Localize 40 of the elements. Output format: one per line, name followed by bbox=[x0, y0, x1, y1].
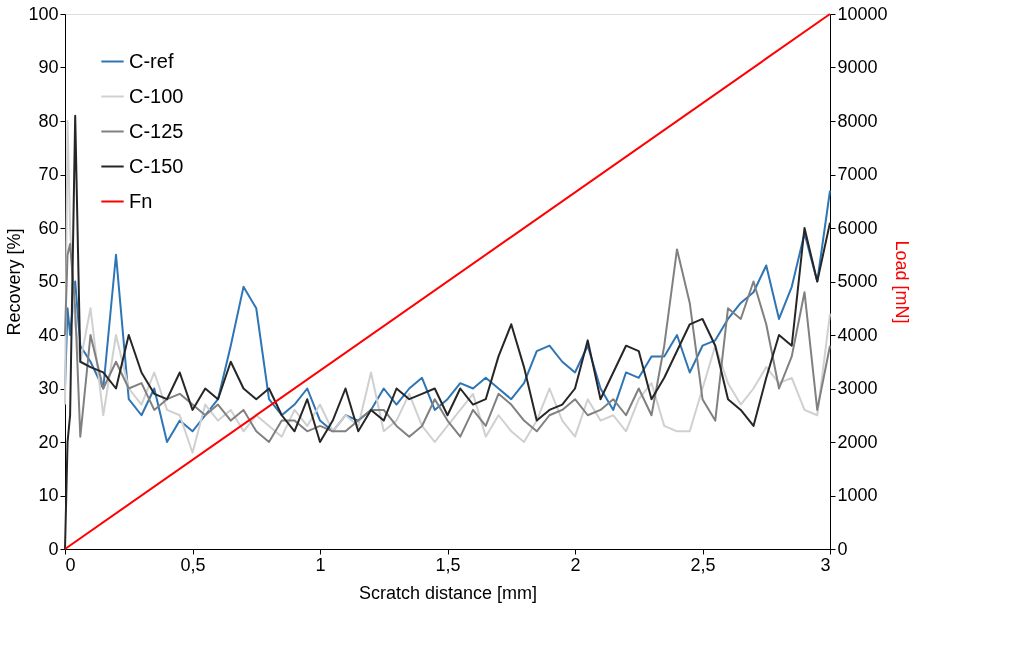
y2-axis-title: Load [mN] bbox=[891, 240, 912, 324]
x-tick-label: 2 bbox=[570, 554, 581, 575]
y2-tick-label: 1000 bbox=[837, 485, 878, 505]
y2-tick-label: 10000 bbox=[837, 3, 888, 24]
y2-tick-label: 5000 bbox=[837, 271, 878, 291]
legend-label: C-150 bbox=[129, 154, 184, 177]
y2-tick-label: 6000 bbox=[837, 217, 878, 238]
legend-label: Fn bbox=[129, 189, 153, 212]
legend-label: C-100 bbox=[129, 84, 184, 107]
line-series bbox=[64, 120, 831, 454]
y2-tick-label: 8000 bbox=[837, 110, 878, 131]
y-tick-label: 100 bbox=[28, 3, 59, 24]
y-tick-label: 80 bbox=[38, 110, 59, 131]
legend-label: C-125 bbox=[129, 119, 184, 142]
y2-tick-label: 3000 bbox=[837, 378, 878, 398]
x-tick-label: 0 bbox=[65, 554, 76, 575]
x-tick-label: 1,5 bbox=[435, 554, 461, 575]
y2-tick-label: 9000 bbox=[837, 57, 878, 77]
y-tick-label: 0 bbox=[48, 538, 59, 559]
x-tick-label: 2,5 bbox=[690, 554, 716, 575]
y2-tick-label: 0 bbox=[837, 538, 848, 559]
y-tick-label: 30 bbox=[38, 378, 59, 398]
y-tick-label: 10 bbox=[38, 485, 59, 505]
y-tick-label: 40 bbox=[38, 324, 59, 345]
y-tick-label: 90 bbox=[38, 57, 59, 77]
y-tick-label: 60 bbox=[38, 217, 59, 238]
y2-tick-label: 2000 bbox=[837, 431, 878, 452]
y-tick-label: 50 bbox=[38, 271, 59, 291]
y-axis-title: Recovery [%] bbox=[4, 228, 25, 336]
y-tick-label: 70 bbox=[38, 164, 59, 184]
y2-tick-label: 7000 bbox=[837, 164, 878, 184]
x-axis-title: Scratch distance [mm] bbox=[358, 582, 538, 603]
line-series bbox=[64, 243, 831, 443]
y2-tick-label: 4000 bbox=[837, 324, 878, 345]
x-tick-label: 1 bbox=[315, 554, 326, 575]
x-tick-label: 3 bbox=[820, 554, 831, 575]
x-tick-label: 0,5 bbox=[180, 554, 206, 575]
legend-label: C-ref bbox=[129, 49, 174, 72]
y-tick-label: 20 bbox=[38, 431, 59, 452]
line-series bbox=[64, 189, 831, 443]
